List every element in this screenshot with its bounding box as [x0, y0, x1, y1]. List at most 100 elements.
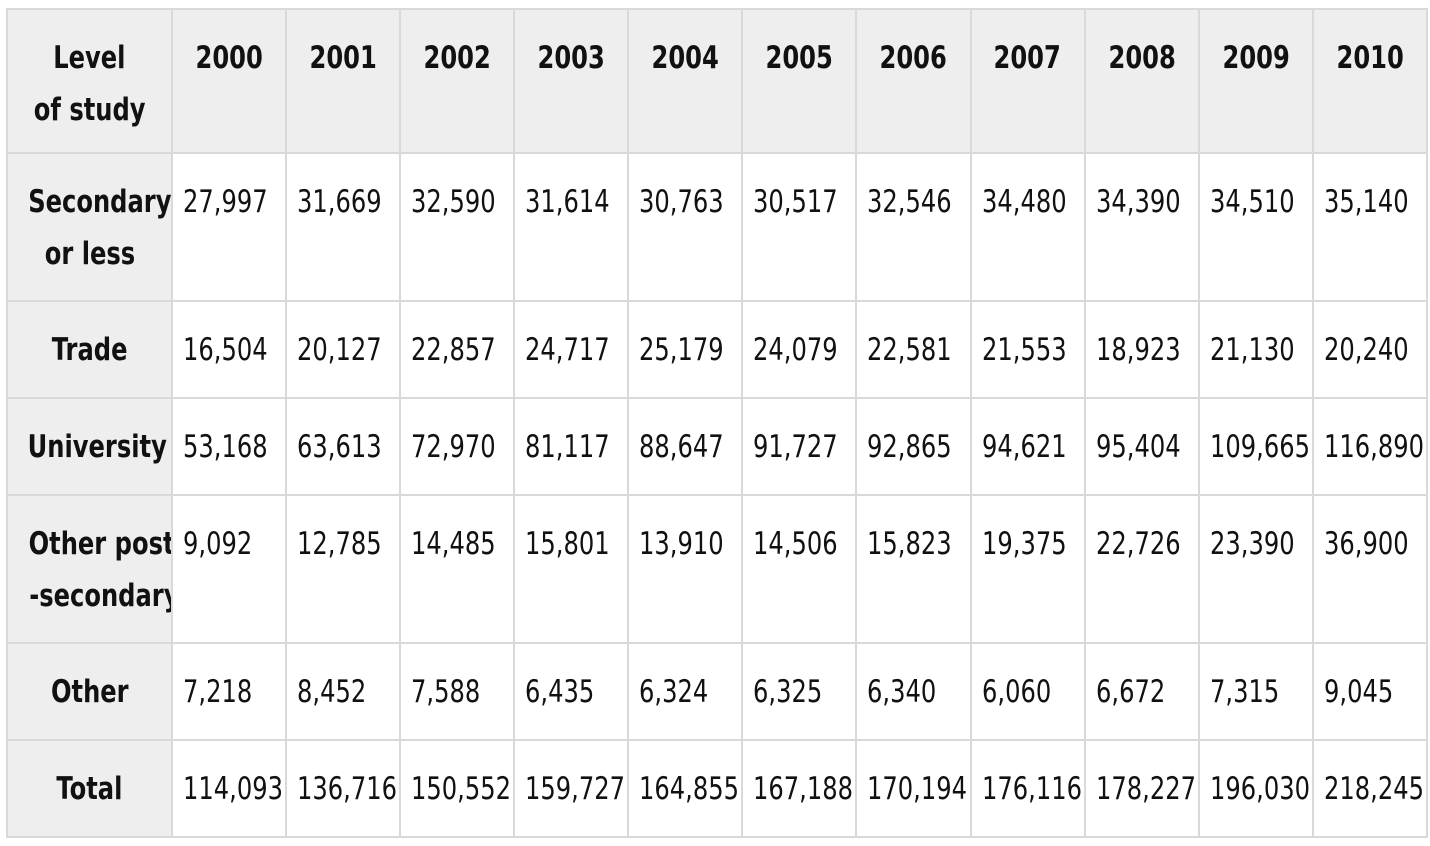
table-cell: 6,435: [513, 642, 630, 741]
cell-value: 19,375: [981, 526, 1067, 562]
table-cell: 167,188: [741, 739, 858, 838]
cell-value: 9,092: [183, 526, 253, 562]
table-cell: 164,855: [627, 739, 744, 838]
cell-value: 22,726: [1095, 526, 1181, 562]
table-cell: 116,890: [1311, 397, 1429, 496]
table-cell: 6,325: [741, 642, 858, 741]
table-cell: 72,970: [399, 397, 516, 496]
cell-value: 34,480: [981, 184, 1067, 220]
row-header: Other post -secondary: [6, 494, 173, 644]
table-cell: 6,060: [969, 642, 1086, 741]
table-cell: 21,130: [1197, 300, 1314, 399]
cell-value: 18,923: [1095, 332, 1181, 368]
table-cell: 218,245: [1311, 739, 1429, 838]
cell-value: 6,324: [639, 674, 709, 710]
table-cell: 30,763: [627, 152, 744, 302]
cell-value: 95,404: [1095, 429, 1181, 465]
table-cell: 23,390: [1197, 494, 1314, 644]
cell-value: 7,218: [183, 674, 253, 710]
column-header-label: 2008: [1108, 40, 1176, 76]
cell-value: 81,117: [525, 429, 610, 465]
table-cell: 7,315: [1197, 642, 1314, 741]
table-cell: 6,672: [1083, 642, 1200, 741]
cell-value: 24,717: [525, 332, 610, 368]
table-cell: 18,923: [1083, 300, 1200, 399]
cell-value: 6,325: [753, 674, 823, 710]
cell-value: 178,227: [1095, 771, 1196, 807]
column-header: 2005: [741, 8, 858, 154]
table-cell: 92,865: [855, 397, 972, 496]
label-line: Secondary: [28, 184, 172, 220]
table-row: University 53,168 63,613 72,970 81,117 88,647…: [6, 397, 1429, 496]
table-cell: 21,553: [969, 300, 1086, 399]
label-line: Level: [53, 40, 126, 76]
cell-value: 13,910: [639, 526, 724, 562]
column-header: 2006: [855, 8, 972, 154]
table-cell: 22,581: [855, 300, 972, 399]
table-cell: 27,997: [170, 152, 288, 302]
cell-value: 170,194: [867, 771, 968, 807]
cell-value: 34,390: [1095, 184, 1181, 220]
cell-value: 164,855: [639, 771, 740, 807]
table-row: Other 7,218 8,452 7,588 6,435 6,324 6,325 6,340…: [6, 642, 1429, 741]
corner-header: Level of study: [6, 8, 173, 154]
table-row: Other post -secondary 9,092 12,785 14,485 15,…: [6, 494, 1429, 644]
cell-value: 9,045: [1323, 674, 1394, 710]
cell-value: 15,801: [525, 526, 610, 562]
row-header: Total: [6, 739, 173, 838]
column-header-label: 2001: [309, 40, 377, 76]
cell-value: 27,997: [183, 184, 268, 220]
table-cell: 9,045: [1311, 642, 1429, 741]
table-row: Trade 16,504 20,127 22,857 24,717 25,179 24,07…: [6, 300, 1429, 399]
cell-value: 36,900: [1323, 526, 1409, 562]
cell-value: 34,510: [1209, 184, 1295, 220]
column-header-label: 2002: [423, 40, 491, 76]
table-cell: 34,480: [969, 152, 1086, 302]
table-cell: 7,218: [170, 642, 288, 741]
cell-value: 167,188: [753, 771, 854, 807]
table-cell: 31,669: [285, 152, 402, 302]
cell-value: 16,504: [183, 332, 268, 368]
cell-value: 159,727: [525, 771, 626, 807]
table-cell: 114,093: [170, 739, 288, 838]
table-cell: 13,910: [627, 494, 744, 644]
cell-value: 25,179: [639, 332, 724, 368]
row-header: Trade: [6, 300, 173, 399]
cell-value: 63,613: [297, 429, 382, 465]
cell-value: 109,665: [1209, 429, 1310, 465]
cell-value: 7,588: [411, 674, 481, 710]
table-cell: 22,726: [1083, 494, 1200, 644]
column-header: 2008: [1083, 8, 1200, 154]
cell-value: 35,140: [1323, 184, 1409, 220]
cell-value: 88,647: [639, 429, 724, 465]
row-header: Secondary or less: [6, 152, 173, 302]
cell-value: 116,890: [1323, 429, 1424, 465]
label-line: or less: [44, 236, 135, 272]
column-header-label: 2007: [993, 40, 1062, 76]
column-header: 2000: [170, 8, 288, 154]
cell-value: 30,517: [753, 184, 839, 220]
label-line: Total: [56, 771, 123, 807]
table-cell: 9,092: [170, 494, 288, 644]
cell-value: 53,168: [183, 429, 268, 465]
table-cell: 15,823: [855, 494, 972, 644]
cell-value: 15,823: [867, 526, 953, 562]
label-line: of study: [33, 92, 146, 128]
cell-value: 30,763: [639, 184, 724, 220]
table-cell: 35,140: [1311, 152, 1429, 302]
cell-value: 196,030: [1209, 771, 1310, 807]
table-cell: 88,647: [627, 397, 744, 496]
table-cell: 150,552: [399, 739, 516, 838]
cell-value: 91,727: [753, 429, 839, 465]
table-cell: 176,116: [969, 739, 1086, 838]
table-cell: 196,030: [1197, 739, 1314, 838]
cell-value: 23,390: [1209, 526, 1295, 562]
label-line: Other: [50, 674, 129, 710]
cell-value: 72,970: [411, 429, 496, 465]
table-cell: 30,517: [741, 152, 858, 302]
cell-value: 6,672: [1095, 674, 1165, 710]
cell-value: 7,315: [1209, 674, 1279, 710]
table-cell: 22,857: [399, 300, 516, 399]
cell-value: 14,506: [753, 526, 839, 562]
table-cell: 34,510: [1197, 152, 1314, 302]
